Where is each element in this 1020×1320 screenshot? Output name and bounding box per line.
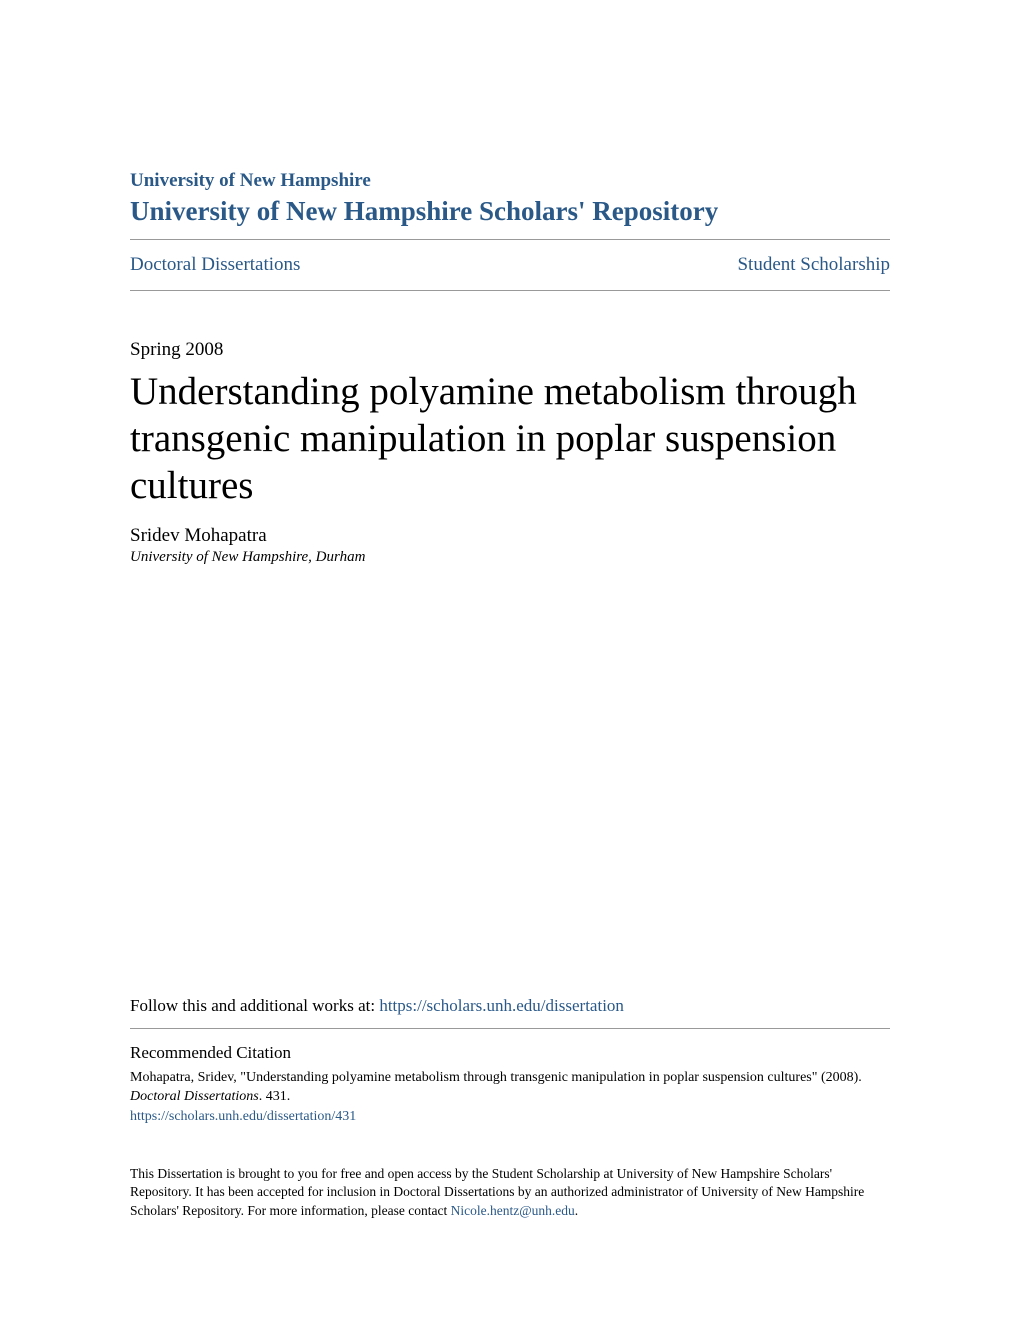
footer-text-part2: . (575, 1203, 578, 1218)
follow-prefix: Follow this and additional works at: (130, 996, 379, 1015)
divider-follow (130, 1028, 890, 1029)
repository-name[interactable]: University of New Hampshire Scholars' Re… (130, 196, 890, 227)
author-affiliation: University of New Hampshire, Durham (130, 549, 890, 566)
page-container: University of New Hampshire University o… (130, 170, 890, 1220)
follow-link[interactable]: https://scholars.unh.edu/dissertation (379, 996, 624, 1015)
citation-text-part1: Mohapatra, Sridev, "Understanding polyam… (130, 1070, 862, 1085)
institution-name: University of New Hampshire (130, 170, 890, 192)
citation-series: Doctoral Dissertations (130, 1089, 259, 1104)
publication-date: Spring 2008 (130, 339, 890, 361)
citation-heading: Recommended Citation (130, 1043, 890, 1063)
citation-url-link[interactable]: https://scholars.unh.edu/dissertation/43… (130, 1109, 890, 1125)
breadcrumb-right-link[interactable]: Student Scholarship (737, 254, 890, 276)
paper-title: Understanding polyamine metabolism throu… (130, 369, 890, 509)
breadcrumb: Doctoral Dissertations Student Scholarsh… (130, 240, 890, 290)
citation-section: Recommended Citation Mohapatra, Sridev, … (130, 1043, 890, 1125)
divider-breadcrumb (130, 290, 890, 291)
breadcrumb-left-link[interactable]: Doctoral Dissertations (130, 254, 300, 276)
footer-contact-link[interactable]: Nicole.hentz@unh.edu (451, 1203, 575, 1218)
author-name: Sridev Mohapatra (130, 525, 890, 547)
citation-text: Mohapatra, Sridev, "Understanding polyam… (130, 1069, 890, 1107)
follow-section: Follow this and additional works at: htt… (130, 996, 890, 1016)
footer-text: This Dissertation is brought to you for … (130, 1165, 890, 1220)
citation-text-part2: . 431. (259, 1089, 291, 1104)
